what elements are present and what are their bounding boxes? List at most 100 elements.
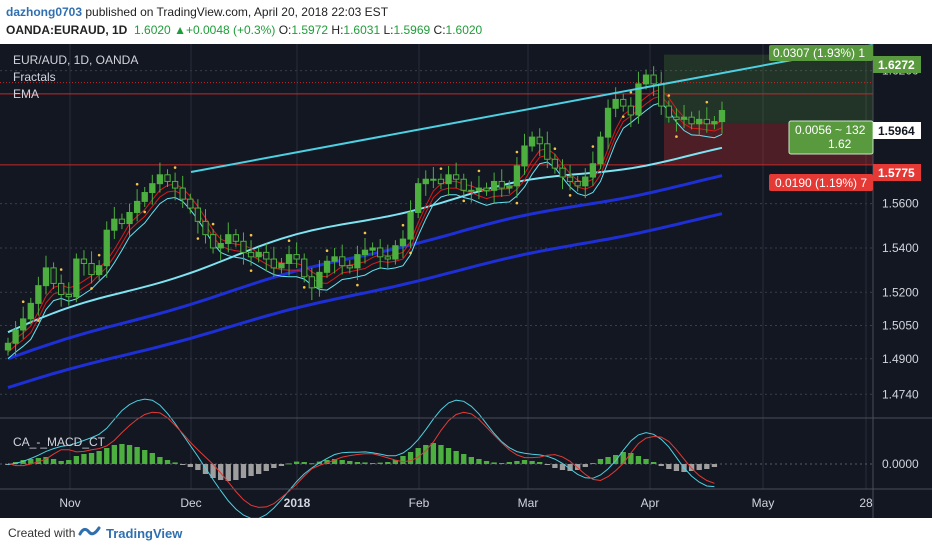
candle-body bbox=[582, 176, 589, 187]
candle-body bbox=[73, 258, 80, 298]
candle-body bbox=[642, 74, 650, 85]
macd-bar bbox=[529, 461, 535, 464]
candle-body bbox=[247, 251, 255, 258]
time-tick-label: 2018 bbox=[284, 496, 311, 510]
candle-body bbox=[415, 183, 422, 213]
price-tick-label: 1.5400 bbox=[882, 241, 919, 255]
candle-body bbox=[597, 136, 604, 165]
high-label: H: bbox=[331, 23, 344, 37]
candle-body bbox=[50, 267, 57, 284]
high-value: 1.6031 bbox=[343, 23, 381, 37]
fractal-down-marker bbox=[37, 319, 40, 322]
candle-body bbox=[217, 243, 224, 249]
published-text: published on TradingView.com, April 20, … bbox=[85, 5, 389, 19]
legend-fractals[interactable]: Fractals bbox=[13, 70, 56, 84]
macd-bar bbox=[430, 443, 437, 464]
macd-bar bbox=[195, 464, 201, 470]
macd-bar bbox=[400, 456, 406, 464]
tradingview-brand[interactable]: TradingView bbox=[106, 526, 183, 541]
candle-body bbox=[718, 110, 726, 123]
candle-body bbox=[627, 105, 635, 116]
candle-body bbox=[399, 238, 407, 247]
trendline[interactable] bbox=[190, 44, 874, 173]
ema-cyan-thin bbox=[7, 102, 723, 360]
position-info-line1: 0.0056 ~ 132 bbox=[795, 123, 866, 137]
candle-body bbox=[12, 329, 19, 344]
candle-body bbox=[460, 178, 467, 191]
macd-bar bbox=[233, 464, 239, 480]
candle-body bbox=[506, 185, 513, 189]
candle-body bbox=[589, 163, 597, 178]
macd-bar bbox=[278, 464, 285, 466]
macd-bar bbox=[218, 464, 224, 480]
candle-body bbox=[696, 118, 703, 125]
candle-body bbox=[513, 165, 521, 187]
macd-bar bbox=[362, 462, 368, 464]
legend-macd[interactable]: CA_-_MACD_CT bbox=[13, 435, 106, 449]
publish-line: dazhong0703 published on TradingView.com… bbox=[6, 5, 388, 19]
macd-bar bbox=[445, 448, 452, 464]
candle-body bbox=[604, 107, 612, 138]
macd-bar bbox=[180, 464, 186, 465]
ema-lines bbox=[7, 88, 723, 390]
fractal-up-marker bbox=[173, 166, 177, 169]
macd-bar bbox=[514, 461, 520, 464]
candle-body bbox=[95, 265, 103, 276]
symbol-text: OANDA:EURAUD, 1D bbox=[6, 23, 128, 37]
macd-bar bbox=[491, 462, 497, 464]
ema-blue-lower bbox=[7, 212, 723, 390]
fractal-up-marker bbox=[287, 239, 291, 243]
macd-bar bbox=[43, 457, 49, 464]
ema-cyan bbox=[7, 146, 723, 334]
candle-body bbox=[4, 342, 12, 351]
macd-bar bbox=[50, 459, 57, 464]
fractal-up-marker bbox=[477, 169, 481, 173]
candle-body bbox=[445, 174, 452, 185]
author-link[interactable]: dazhong0703 bbox=[6, 5, 83, 19]
tradingview-logo-icon[interactable] bbox=[78, 524, 102, 540]
price-tag-green bbox=[873, 56, 921, 73]
candle-body bbox=[187, 198, 194, 209]
macd-bar bbox=[339, 460, 345, 464]
fractal-up-marker bbox=[325, 249, 329, 253]
fractal-up-marker bbox=[97, 253, 101, 257]
macd-bar bbox=[537, 462, 543, 464]
candle-body bbox=[620, 98, 627, 107]
candle-body bbox=[339, 256, 346, 267]
candlesticks bbox=[4, 66, 726, 356]
macd-bar bbox=[377, 462, 383, 464]
fractal-down-marker bbox=[621, 115, 625, 118]
fractal-up-marker bbox=[553, 147, 557, 151]
candle-body bbox=[361, 249, 369, 256]
candle-body bbox=[452, 174, 460, 180]
time-tick-label: Feb bbox=[409, 496, 430, 510]
low-value: 1.5969 bbox=[393, 23, 431, 37]
profit-label-box bbox=[769, 45, 873, 61]
macd-bar bbox=[407, 452, 414, 464]
macd-bar bbox=[157, 457, 163, 464]
macd-bar bbox=[461, 454, 467, 464]
fractal-up-marker bbox=[591, 145, 595, 148]
candle-body bbox=[490, 180, 498, 191]
position-info-line2: 1.62 bbox=[828, 137, 852, 151]
candle-body bbox=[171, 180, 179, 189]
price-tick-label: 1.5200 bbox=[882, 285, 919, 299]
fractal-down-marker bbox=[515, 201, 519, 205]
macd-bar bbox=[104, 448, 110, 464]
legend-ema[interactable]: EMA bbox=[13, 87, 39, 101]
fractal-up-marker bbox=[401, 223, 405, 227]
macd-bar bbox=[567, 464, 573, 471]
candle-body bbox=[20, 318, 27, 331]
macd-bar bbox=[483, 461, 490, 464]
candle-body bbox=[612, 98, 619, 109]
candle-body bbox=[658, 83, 665, 107]
candle-body bbox=[118, 218, 126, 225]
chart-area[interactable]: 1.62001.56001.54001.52001.50501.49001.47… bbox=[0, 44, 932, 518]
candle-body bbox=[528, 136, 536, 147]
ema-red-2 bbox=[7, 95, 723, 353]
macd-bar bbox=[202, 464, 209, 474]
macd-bar bbox=[20, 460, 26, 464]
macd-bar bbox=[385, 462, 391, 464]
candle-body bbox=[437, 178, 445, 185]
fractal-up-marker bbox=[135, 182, 139, 186]
